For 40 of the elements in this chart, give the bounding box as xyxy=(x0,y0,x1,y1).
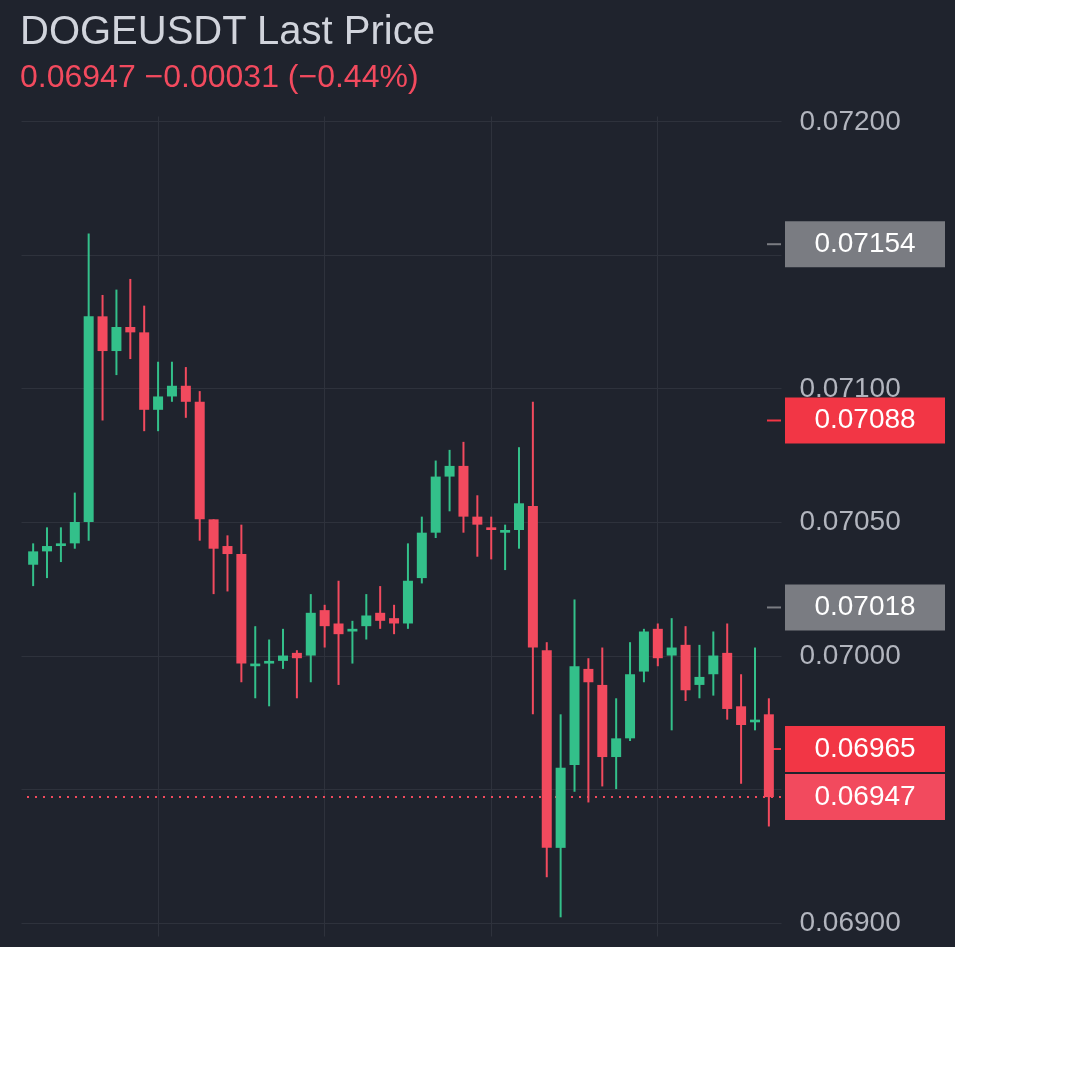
candlestick xyxy=(611,697,622,791)
candlestick xyxy=(291,649,302,700)
candlestick xyxy=(694,643,705,700)
candlestick xyxy=(666,617,677,732)
candlestick xyxy=(375,585,386,630)
y-tick-label: 0.07200 xyxy=(799,104,901,136)
ref-line-label: 0.06965 xyxy=(814,732,916,764)
candlestick xyxy=(166,360,177,403)
candlestick xyxy=(472,494,483,558)
candlestick xyxy=(347,619,358,665)
candlestick xyxy=(736,673,747,785)
candlestick xyxy=(222,534,233,593)
ref-line-label: 0.06947 xyxy=(814,780,916,812)
ref-line-label: 0.07154 xyxy=(814,227,916,259)
candlestick xyxy=(708,630,719,697)
ref-line-label: 0.07018 xyxy=(814,590,916,622)
candlestick xyxy=(180,366,191,419)
y-tick-label: 0.07050 xyxy=(799,505,901,537)
candlestick xyxy=(55,526,66,564)
y-tick-label: 0.07100 xyxy=(799,371,901,403)
candlestick xyxy=(361,593,372,641)
candlestick xyxy=(319,603,330,649)
candlestick xyxy=(444,448,455,513)
candlestick xyxy=(264,638,275,708)
candlestick xyxy=(125,277,136,361)
candlestick xyxy=(500,523,511,572)
chart-subtitle: 0.06947 −0.00031 (−0.44%) xyxy=(20,58,419,95)
candlestick xyxy=(153,360,164,433)
candlestick xyxy=(583,657,594,804)
candlestick xyxy=(28,542,39,588)
candlestick xyxy=(486,515,497,561)
chart-title: DOGEUSDT Last Price xyxy=(20,8,435,53)
candlestick xyxy=(278,627,289,670)
candlestick xyxy=(42,526,53,580)
ref-line-label: 0.07088 xyxy=(814,403,916,435)
candlestick xyxy=(333,579,344,686)
candlestick xyxy=(389,603,400,636)
candlestick xyxy=(69,491,80,550)
y-tick-label: 0.07000 xyxy=(799,639,901,671)
y-tick-label: 0.06900 xyxy=(799,906,901,938)
